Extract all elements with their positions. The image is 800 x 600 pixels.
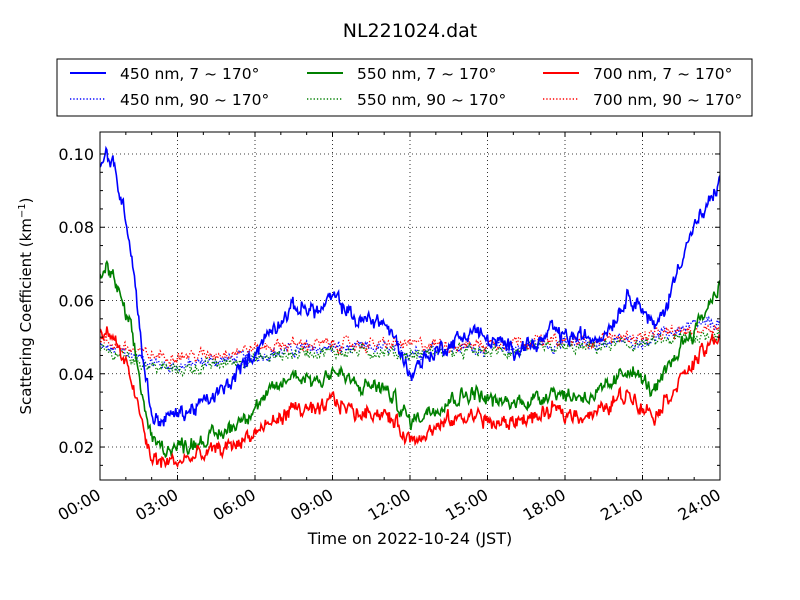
x-tick-label: 06:00 (210, 485, 259, 525)
y-tick-label: 0.02 (58, 438, 94, 457)
legend-label: 550 nm, 90 ~ 170° (357, 91, 506, 109)
x-tick-label: 09:00 (287, 485, 336, 525)
y-tick-label: 0.04 (58, 365, 94, 384)
axis-ticks (99, 132, 721, 480)
legend-label: 700 nm, 90 ~ 170° (593, 91, 742, 109)
y-tick-label: 0.10 (58, 145, 94, 164)
y-tick-label: 0.08 (58, 218, 94, 237)
grid (100, 132, 720, 480)
legend-label: 450 nm, 7 ~ 170° (120, 65, 259, 83)
series-line-2 (100, 259, 720, 459)
legend-label: 700 nm, 7 ~ 170° (593, 65, 732, 83)
y-tick-label: 0.06 (58, 292, 94, 311)
series-line-5 (100, 322, 720, 367)
x-axis-label: Time on 2022-10-24 (JST) (307, 529, 512, 548)
x-tick-label: 00:00 (55, 485, 104, 525)
x-tick-labels: 00:00 03:00 06:00 09:00 12:00 15:00 18:00 21:00… (55, 485, 724, 525)
y-axis-label: Scattering Coefficient (km−1) (17, 197, 35, 414)
legend-label: 550 nm, 7 ~ 170° (357, 65, 496, 83)
legend: 450 nm, 7 ~ 170° 450 nm, 90 ~ 170° 550 nm,… (56, 58, 753, 117)
series-line-4 (100, 326, 720, 469)
y-tick-labels: 0.02 0.04 0.06 0.08 0.10 (58, 145, 94, 457)
legend-label: 450 nm, 90 ~ 170° (120, 91, 269, 109)
x-tick-label: 03:00 (132, 485, 181, 525)
y-axis-label-main: Scattering Coefficient (km (17, 218, 35, 414)
series-line-0 (100, 145, 720, 427)
x-tick-label: 18:00 (520, 485, 569, 525)
series-line-1 (100, 315, 720, 376)
x-tick-label: 21:00 (597, 485, 646, 525)
chart-title: NL221024.dat (343, 20, 478, 42)
x-tick-label: 15:00 (442, 485, 491, 525)
y-axis-label-close: ) (17, 197, 35, 203)
y-axis-label-superscript: −1 (17, 203, 28, 218)
series-line-3 (100, 329, 720, 378)
x-tick-label: 12:00 (365, 485, 414, 525)
x-tick-label: 24:00 (675, 485, 724, 525)
legend-frame (56, 58, 753, 117)
